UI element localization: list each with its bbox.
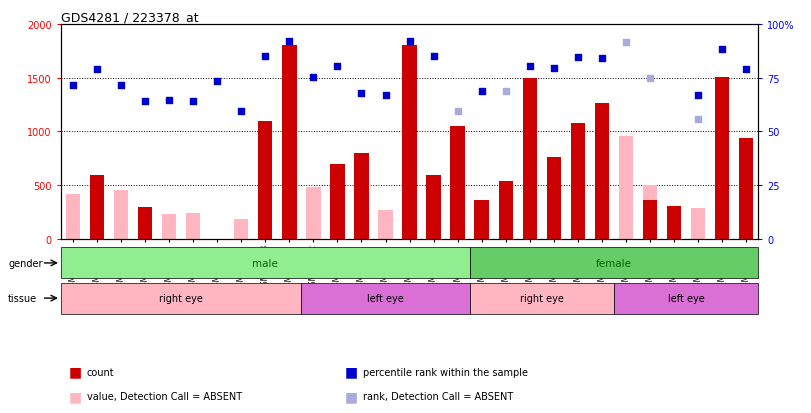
Bar xyxy=(450,127,465,240)
Point xyxy=(644,75,657,82)
Bar xyxy=(499,182,513,240)
Point xyxy=(259,54,272,60)
Bar xyxy=(547,158,561,240)
Text: left eye: left eye xyxy=(667,293,705,304)
Bar xyxy=(402,46,417,240)
Bar xyxy=(667,206,681,240)
Text: count: count xyxy=(87,367,114,377)
Bar xyxy=(643,186,657,240)
Bar xyxy=(186,214,200,240)
Point xyxy=(331,63,344,70)
Point xyxy=(692,116,705,123)
Bar xyxy=(258,121,272,240)
Point xyxy=(234,109,247,115)
Text: right eye: right eye xyxy=(520,293,564,304)
Bar xyxy=(691,209,706,240)
Bar xyxy=(571,123,585,240)
Point xyxy=(67,83,79,89)
Bar xyxy=(614,283,758,314)
Point xyxy=(692,93,705,99)
Point xyxy=(523,63,536,70)
Bar xyxy=(330,164,345,240)
Text: value, Detection Call = ABSENT: value, Detection Call = ABSENT xyxy=(87,392,242,401)
Text: ■: ■ xyxy=(69,365,82,379)
Point xyxy=(90,66,103,73)
Point xyxy=(572,55,585,62)
Point xyxy=(211,78,224,85)
Bar xyxy=(522,78,537,240)
Bar xyxy=(474,201,489,240)
Bar xyxy=(162,215,176,240)
Point xyxy=(620,40,633,46)
Point xyxy=(283,39,296,45)
Bar xyxy=(282,46,297,240)
Point xyxy=(162,98,175,104)
Bar xyxy=(234,219,248,240)
Text: ■: ■ xyxy=(69,389,82,404)
Text: ■: ■ xyxy=(345,389,358,404)
Bar xyxy=(90,175,104,240)
Text: GDS4281 / 223378_at: GDS4281 / 223378_at xyxy=(61,11,199,24)
Bar xyxy=(66,195,80,240)
Point xyxy=(595,56,608,62)
Bar xyxy=(61,283,302,314)
Point xyxy=(355,90,368,97)
Text: male: male xyxy=(252,258,278,268)
Point xyxy=(187,99,200,105)
Text: right eye: right eye xyxy=(159,293,203,304)
Bar xyxy=(715,77,729,240)
Bar xyxy=(594,104,609,240)
Bar xyxy=(306,188,320,240)
Bar xyxy=(378,211,393,240)
Point xyxy=(740,66,753,73)
Bar xyxy=(354,154,369,240)
Text: percentile rank within the sample: percentile rank within the sample xyxy=(363,367,527,377)
Point xyxy=(547,66,560,72)
Bar xyxy=(427,175,441,240)
Point xyxy=(379,93,392,99)
Bar xyxy=(302,283,470,314)
Point xyxy=(139,99,152,105)
Bar xyxy=(643,201,657,240)
Text: gender: gender xyxy=(8,258,43,268)
Point xyxy=(307,74,320,81)
Text: ■: ■ xyxy=(345,365,358,379)
Text: rank, Detection Call = ABSENT: rank, Detection Call = ABSENT xyxy=(363,392,513,401)
Text: female: female xyxy=(596,258,632,268)
Point xyxy=(716,46,729,53)
Bar xyxy=(114,190,128,240)
Bar xyxy=(470,283,614,314)
Point xyxy=(475,88,488,95)
Text: left eye: left eye xyxy=(367,293,404,304)
Point xyxy=(114,83,127,89)
Point xyxy=(451,109,464,115)
Point xyxy=(403,39,416,45)
Bar xyxy=(138,207,152,240)
Point xyxy=(500,88,513,95)
Bar xyxy=(470,248,758,279)
Point xyxy=(427,54,440,60)
Bar xyxy=(61,248,470,279)
Bar xyxy=(619,136,633,240)
Bar xyxy=(739,139,753,240)
Text: tissue: tissue xyxy=(8,293,37,304)
